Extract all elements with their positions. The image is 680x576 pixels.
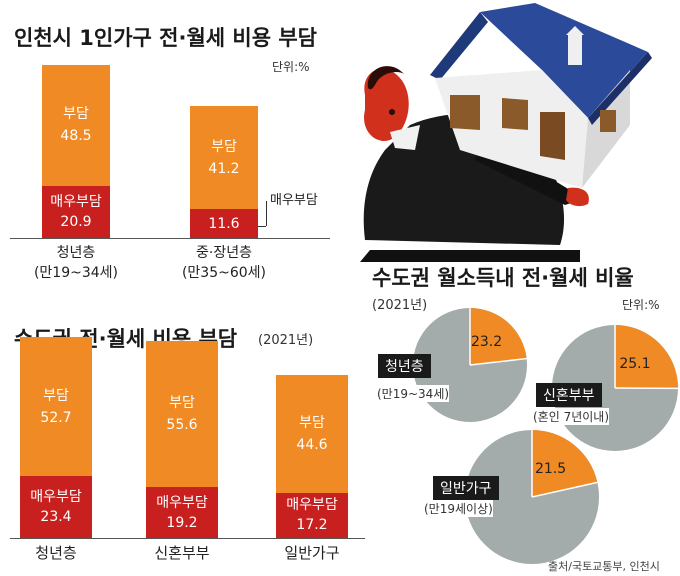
bar-severe-value: 20.9 xyxy=(60,213,92,230)
chart-incheon-burden: 부담 48.5 매우부담 20.9 청년층 (만19~34세) 부담 41.2 11.6 매우부담… xyxy=(0,0,340,300)
source-note: 출처/국토교통부, 인천시 xyxy=(548,560,660,573)
bar-severe-name: 매우부담 xyxy=(286,497,338,514)
category-label: 중·장년층 xyxy=(196,245,252,261)
pie-group-label: 신혼부부 xyxy=(536,383,602,407)
category-sublabel: (만19~34세) xyxy=(33,265,119,281)
pie-group-sublabel: (만19~34세) xyxy=(377,385,450,402)
bar-severe-name: 매우부담 xyxy=(156,494,208,511)
category-label: 신혼부부 xyxy=(154,544,210,562)
bar-burden xyxy=(146,340,218,488)
bar-burden-name: 부담 xyxy=(211,138,237,155)
pie-group-sublabel: (혼인 7년이내) xyxy=(533,408,610,425)
bar-severe-burden xyxy=(190,209,258,238)
bar-burden-value: 52.7 xyxy=(40,409,72,426)
bar-burden xyxy=(20,337,92,477)
bar-burden-name: 부담 xyxy=(299,414,325,431)
category-label: 일반가구 xyxy=(284,544,340,562)
pie-chart-subtitle: (2021년) xyxy=(372,298,428,313)
bar-burden-name: 부담 xyxy=(43,387,69,404)
bar-burden-value: 44.6 xyxy=(296,436,328,453)
pie-divider xyxy=(469,357,527,366)
baseline xyxy=(10,538,365,539)
pie-group-label: 일반가구 xyxy=(433,476,499,500)
pie-group-label: 청년층 xyxy=(378,354,431,378)
pie-chart-title: 수도권 월소득내 전·월세 비율 xyxy=(372,266,634,290)
bar-burden xyxy=(190,106,258,209)
pie-value-label: 23.2 xyxy=(470,333,503,350)
bar-burden-value: 41.2 xyxy=(208,160,240,177)
bar-burden xyxy=(276,374,348,493)
bar-severe-value: 11.6 xyxy=(208,215,240,232)
bar-severe-burden xyxy=(276,492,348,538)
callout-line-vert xyxy=(266,201,267,226)
bar-severe-burden xyxy=(146,487,218,538)
pie-chart-unit: 단위:% xyxy=(622,298,660,312)
bar-severe-burden xyxy=(20,476,92,538)
bar-severe-value: 19.2 xyxy=(166,514,198,531)
bar-burden-value: 48.5 xyxy=(60,128,92,145)
bar-burden-value: 55.6 xyxy=(166,416,198,433)
bar-burden-name: 부담 xyxy=(63,106,89,123)
bar-severe-name: 매우부담 xyxy=(30,489,82,506)
pie-value-slice xyxy=(470,308,527,365)
bar-severe-burden xyxy=(42,185,110,238)
bar-severe-value: 23.4 xyxy=(40,509,72,526)
category-label: 청년층 xyxy=(35,544,77,562)
top-chart-title: 인천시 1인가구 전·월세 비용 부담 xyxy=(14,26,317,50)
category-sublabel: (만35~60세) xyxy=(181,265,267,281)
bottom-chart-subtitle: (2021년) xyxy=(258,333,314,348)
baseline xyxy=(10,238,330,239)
chart-capital-burden: 부담 52.7 매우부담 23.4 청년층 부담 55.6 매우부담 19.2 신혼부부 부담 44.… xyxy=(10,337,365,562)
callout-label: 매우부담 xyxy=(270,193,318,208)
bar-severe-name: 매우부담 xyxy=(50,193,102,210)
pie-group-sublabel: (만19세이상) xyxy=(424,500,493,517)
bar-burden xyxy=(42,64,110,186)
pie-value-label: 25.1 xyxy=(619,355,651,372)
pie-divider xyxy=(531,481,598,498)
pie-value-slice xyxy=(532,430,598,497)
category-label: 청년층 xyxy=(56,245,96,261)
callout-line xyxy=(258,225,266,227)
bar-burden-name: 부담 xyxy=(169,394,195,411)
illustration-man-carrying-house xyxy=(360,3,652,262)
bar-severe-value: 17.2 xyxy=(296,517,328,534)
top-chart-unit: 단위:% xyxy=(272,60,310,74)
pie-value-label: 21.5 xyxy=(534,460,567,477)
pie-value-slice xyxy=(615,325,678,389)
